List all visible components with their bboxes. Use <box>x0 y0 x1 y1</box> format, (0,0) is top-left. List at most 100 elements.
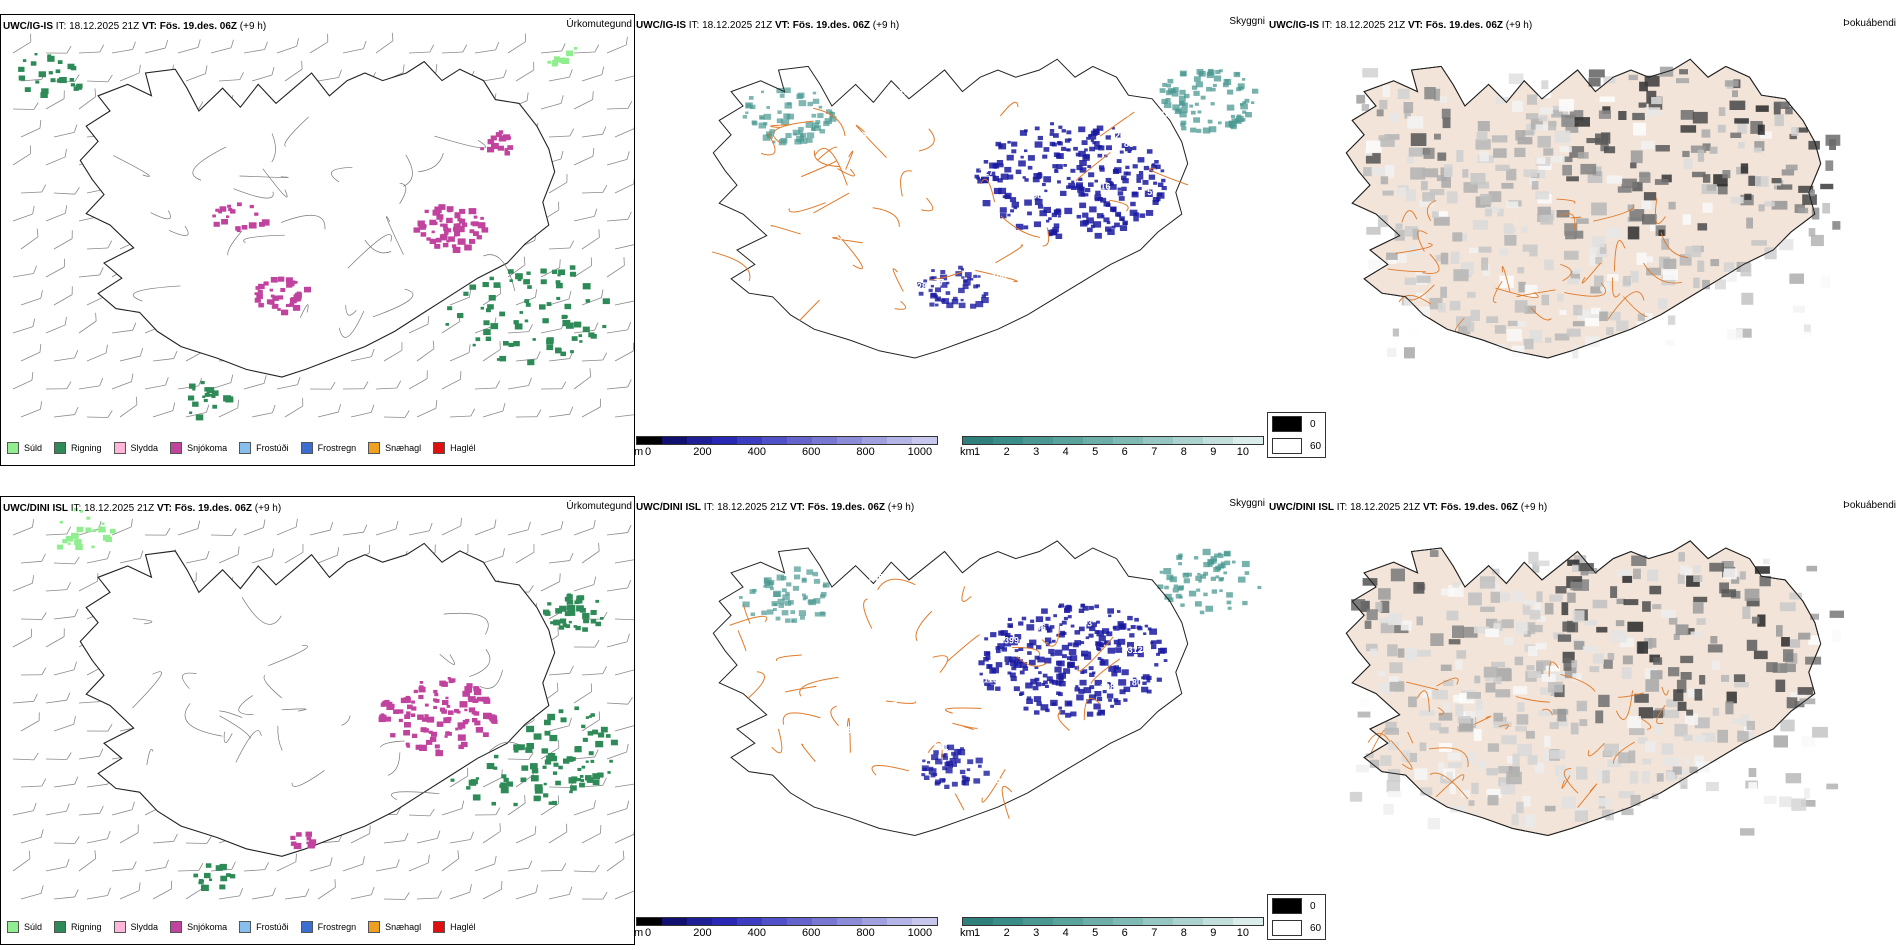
low-visibility-area <box>781 588 787 593</box>
rain-area <box>602 298 610 305</box>
low-cloud-area <box>1133 217 1139 222</box>
wind-barb <box>342 40 367 54</box>
fog-cell <box>1721 589 1737 598</box>
low-cloud-area <box>931 269 935 272</box>
low-cloud-area <box>977 178 984 184</box>
fog-cell <box>1408 330 1421 336</box>
fog-cell <box>1541 80 1549 90</box>
fog-cell <box>1744 588 1760 601</box>
low-cloud-area <box>1058 692 1063 697</box>
fog-cell <box>1775 679 1786 692</box>
low-cloud-area <box>1100 183 1109 190</box>
low-visibility-area <box>794 574 801 580</box>
rain-area <box>578 334 583 338</box>
colorbar-cell <box>737 918 762 925</box>
low-visibility-area <box>1196 128 1202 133</box>
fog-cell <box>1540 213 1554 225</box>
wind-barb <box>606 633 630 648</box>
low-visibility-area <box>824 118 832 124</box>
low-visibility-area <box>807 101 813 107</box>
low-cloud-area <box>1059 710 1066 715</box>
low-cloud-area <box>935 758 943 765</box>
low-visibility-area <box>750 612 756 617</box>
low-cloud-area <box>1051 212 1058 218</box>
low-visibility-area <box>811 113 817 118</box>
fog-cell <box>1562 156 1573 163</box>
wind-barb <box>276 376 301 390</box>
low-cloud-area <box>1010 659 1018 667</box>
low-cloud-area <box>944 745 949 749</box>
snow-area <box>434 243 441 249</box>
rain-area <box>480 306 484 310</box>
road-line <box>1436 677 1459 687</box>
fog-cell <box>1513 686 1528 695</box>
wind-barb <box>12 519 35 536</box>
low-visibility-area <box>1164 593 1172 600</box>
fog-cell <box>1440 286 1447 298</box>
fog-cell <box>1825 134 1841 146</box>
fog-cell <box>1642 601 1651 612</box>
fog-cell <box>1377 215 1388 228</box>
wind-barb <box>20 290 43 306</box>
rain-area <box>573 625 577 628</box>
snow-area <box>228 207 233 212</box>
road-line <box>1530 307 1552 321</box>
rain-area <box>38 71 46 78</box>
colorbar-cell <box>1113 437 1143 444</box>
low-cloud-area <box>1089 206 1097 213</box>
rain-area <box>491 801 496 806</box>
fog-cell <box>1554 333 1570 341</box>
low-visibility-area <box>1213 75 1222 82</box>
low-cloud-area <box>1142 180 1149 185</box>
fog-cell <box>1522 603 1531 615</box>
snow-area <box>452 246 461 253</box>
low-visibility-area <box>776 87 783 94</box>
low-cloud-area <box>997 178 1003 183</box>
road-line <box>1613 741 1635 764</box>
fog-cell <box>1644 107 1661 117</box>
low-cloud-area <box>1143 632 1147 635</box>
rain-area <box>585 299 591 303</box>
road-line <box>1570 216 1582 219</box>
wind-barb <box>20 184 47 194</box>
low-cloud-area <box>1084 654 1092 660</box>
snow-area <box>258 302 264 308</box>
wind-barb <box>515 884 539 900</box>
low-cloud-area <box>995 141 1002 147</box>
low-visibility-area <box>784 102 793 109</box>
low-cloud-area <box>1098 635 1106 642</box>
wind-barb <box>12 802 37 816</box>
fog-cell <box>1715 279 1726 290</box>
road-line <box>1001 786 1013 820</box>
low-visibility-area <box>801 578 807 583</box>
fog-cell <box>1644 313 1653 325</box>
fog-cell <box>1557 293 1564 302</box>
fog-cell <box>1538 710 1553 717</box>
colorbar-tick: 10 <box>1236 446 1249 458</box>
low-visibility-area <box>1175 593 1182 599</box>
rain-area <box>569 790 573 794</box>
fog-cell <box>1606 227 1622 238</box>
wind-barb <box>573 864 600 873</box>
fog-cell <box>1452 582 1460 588</box>
snow-area <box>413 227 421 233</box>
low-cloud-area <box>1093 221 1102 228</box>
road-line <box>1556 198 1576 204</box>
snow-area <box>429 219 437 226</box>
fog-cell <box>1527 671 1542 678</box>
rain-area <box>568 777 577 784</box>
fog-cell <box>1748 782 1757 791</box>
fog-cell <box>1694 717 1710 729</box>
road-line <box>223 731 233 743</box>
low-visibility-area <box>1244 571 1250 575</box>
fog-cell <box>1401 749 1410 762</box>
low-cloud-area <box>1030 678 1038 685</box>
snow-area <box>215 208 220 212</box>
low-cloud-area <box>1014 649 1019 653</box>
low-cloud-area <box>1064 207 1073 215</box>
fog-cell <box>1379 100 1388 110</box>
wind-barb <box>416 400 438 418</box>
wind-barb <box>540 573 561 592</box>
fog-cell <box>1696 618 1706 625</box>
low-cloud-area <box>1020 155 1024 159</box>
